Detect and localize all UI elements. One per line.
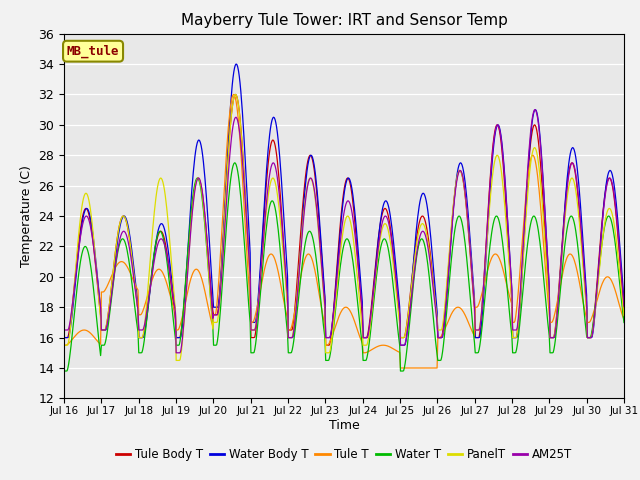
X-axis label: Time: Time <box>328 419 360 432</box>
Title: Mayberry Tule Tower: IRT and Sensor Temp: Mayberry Tule Tower: IRT and Sensor Temp <box>180 13 508 28</box>
Text: MB_tule: MB_tule <box>67 45 119 58</box>
Y-axis label: Temperature (C): Temperature (C) <box>20 165 33 267</box>
Legend: Tule Body T, Water Body T, Tule T, Water T, PanelT, AM25T: Tule Body T, Water Body T, Tule T, Water… <box>111 443 577 466</box>
